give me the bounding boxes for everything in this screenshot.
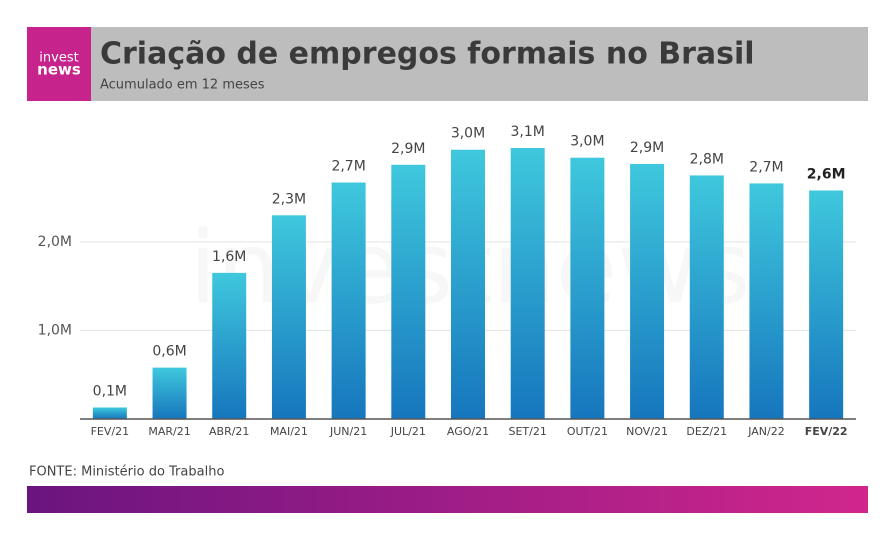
value-label: 0,1M: [93, 383, 127, 399]
bar: [391, 164, 426, 419]
bar: [212, 272, 247, 419]
x-tick-label: JUL/21: [390, 425, 426, 438]
chart-title: Criação de empregos formais no Brasil: [100, 37, 755, 72]
value-label: 2,7M: [749, 159, 783, 175]
header-band: [91, 27, 868, 101]
logo-text: invest: [39, 51, 78, 66]
logo-text: news: [37, 61, 81, 79]
value-label: 3,0M: [570, 134, 604, 150]
bar: [809, 190, 844, 419]
bar: [92, 407, 127, 419]
x-tick-label: ABR/21: [209, 425, 249, 438]
value-label: 2,7M: [331, 159, 365, 175]
footer-band: [27, 486, 868, 513]
bar: [152, 367, 187, 419]
value-label: 3,0M: [451, 126, 485, 142]
value-label: 2,9M: [391, 141, 425, 157]
x-tick-label: OUT/21: [567, 425, 608, 438]
x-tick-label: FEV/22: [805, 425, 848, 438]
bar: [451, 149, 485, 419]
x-tick-label: MAR/21: [148, 425, 190, 438]
x-tick-label: FEV/21: [91, 425, 130, 438]
bar: [510, 147, 545, 419]
bar: [271, 215, 306, 419]
logo-box: [27, 27, 91, 101]
x-tick-label: AGO/21: [447, 425, 489, 438]
value-label: 3,1M: [511, 124, 545, 140]
value-label: 2,8M: [690, 151, 724, 167]
source: FONTE: Ministério do Trabalho: [29, 465, 224, 480]
x-tick-label: JUN/21: [329, 425, 367, 438]
bar: [570, 157, 605, 419]
y-tick-label: 2,0M: [38, 234, 72, 250]
x-tick-label: MAI/21: [270, 425, 308, 438]
x-tick-label: JAN/22: [747, 425, 785, 438]
value-label: 2,3M: [272, 191, 306, 207]
x-tick-label: DEZ/21: [686, 425, 727, 438]
y-tick-label: 1,0M: [38, 322, 72, 338]
value-label: 2,9M: [630, 140, 664, 156]
bar: [331, 182, 366, 419]
value-label: 1,6M: [212, 249, 246, 265]
x-tick-label: NOV/21: [626, 425, 668, 438]
value-label: 2,6M: [807, 166, 846, 182]
bar: [689, 175, 724, 419]
chart-subtitle: Acumulado em 12 meses: [100, 78, 265, 93]
x-tick-label: SET/21: [509, 425, 547, 438]
value-label: 0,6M: [152, 344, 186, 360]
bar: [749, 183, 784, 419]
bar: [630, 163, 665, 419]
